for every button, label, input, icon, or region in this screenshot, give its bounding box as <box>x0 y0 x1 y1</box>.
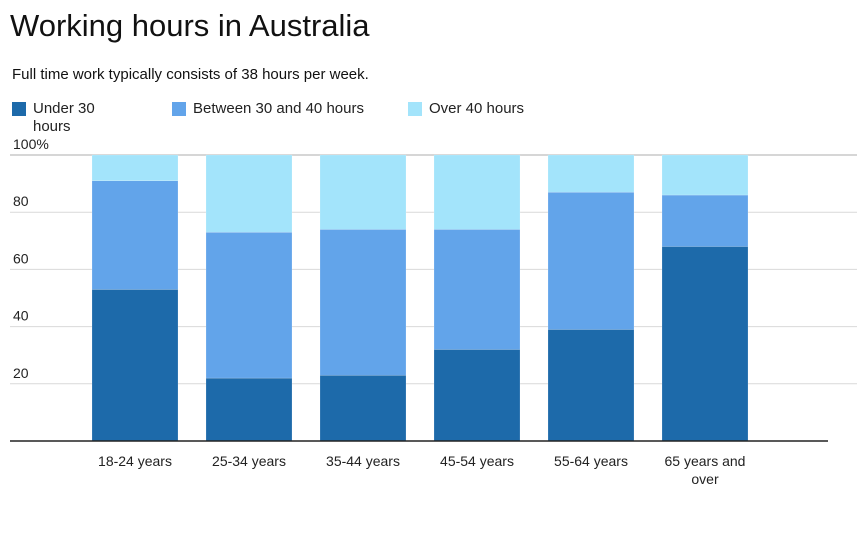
bar-segment <box>319 374 407 442</box>
y-tick-label: 80 <box>13 193 29 209</box>
chart-subtitle: Full time work typically consists of 38 … <box>12 66 369 83</box>
x-category-label: 55-64 years <box>554 453 628 469</box>
bar-segment <box>319 154 407 230</box>
bar-segment <box>205 377 293 442</box>
x-category-label: 25-34 years <box>212 453 286 469</box>
bar-segment <box>91 180 179 290</box>
bar-segment <box>433 229 521 350</box>
bar-segment <box>661 154 749 196</box>
y-tick-label: 40 <box>13 308 29 324</box>
bar-segment <box>661 246 749 442</box>
legend-swatch-under-30 <box>12 102 26 116</box>
bar-segment <box>661 194 749 247</box>
legend-label-over-40: Over 40 hours <box>429 100 525 117</box>
legend-swatch-over-40 <box>408 102 422 116</box>
bar-segment <box>91 154 179 181</box>
bar-segment <box>205 231 293 379</box>
x-category-label: 18-24 years <box>98 453 172 469</box>
bar-segment <box>433 154 521 230</box>
bar-segment <box>547 329 635 442</box>
x-category-label: 35-44 years <box>326 453 400 469</box>
bar-segment <box>547 154 635 193</box>
x-category-label: 65 years and over <box>665 453 746 487</box>
bar-segment <box>91 289 179 442</box>
y-tick-label: 20 <box>13 365 29 381</box>
legend-swatch-between-30-40 <box>172 102 186 116</box>
legend-label-between-30-40: Between 30 and 40 hours <box>193 100 364 117</box>
y-tick-label: 60 <box>13 250 29 266</box>
legend-label-under-30: Under 30 hours <box>33 100 95 135</box>
bar-segment <box>433 349 521 442</box>
chart-title: Working hours in Australia <box>10 8 370 43</box>
bar-segment <box>319 229 407 376</box>
x-category-label: 45-54 years <box>440 453 514 469</box>
bar-segment <box>547 191 635 330</box>
y-tick-label: 100% <box>13 136 49 152</box>
bar-segment <box>205 154 293 233</box>
